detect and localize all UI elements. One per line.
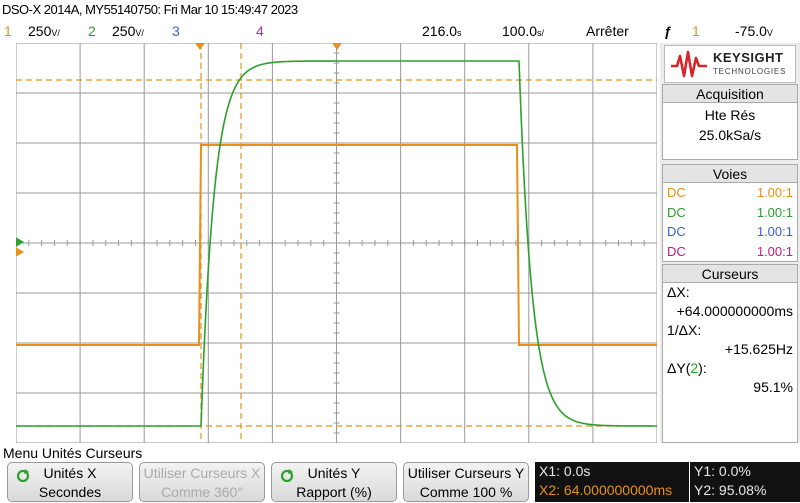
x-cursor-readout: X1: 0.0s X2: 64.000000000ms <box>535 462 689 502</box>
delta-x-label: ΔX: <box>667 284 690 300</box>
timebase-position-value: 216.0 <box>422 23 458 39</box>
y2-readout: Y2: 95.08% <box>694 482 767 498</box>
ch2-scale[interactable]: 250V/ <box>112 20 144 44</box>
delta-y-value: 95.1% <box>753 379 793 395</box>
timebase-position[interactable]: 216.0s <box>422 20 462 44</box>
run-state[interactable]: Arrêter <box>586 23 629 39</box>
channel-probe-ratio: 1.00:1 <box>756 224 793 239</box>
graticule-grid <box>16 43 657 443</box>
timebase-scale[interactable]: 100.0s/ <box>502 20 544 44</box>
channel-row-1[interactable]: DC 1.00:1 <box>663 183 797 203</box>
cursors-heading: Curseurs <box>663 265 797 283</box>
x-units-softkey[interactable]: Unités X Secondes <box>7 462 133 502</box>
use-cursors-y-label: Utiliser Curseurs Y <box>407 465 525 481</box>
channel-probe-ratio: 1.00:1 <box>756 185 793 200</box>
timebase-scale-value: 100.0 <box>502 23 538 39</box>
y-units-value: Rapport (%) <box>296 484 372 500</box>
delta-y-label: ΔY(2): <box>663 359 797 378</box>
channel-probe-ratio: 1.00:1 <box>756 243 793 259</box>
x2-readout: X2: 64.000000000ms <box>539 482 673 498</box>
channel-row-3[interactable]: DC 1.00:1 <box>663 222 797 242</box>
ch1-indicator[interactable]: 1 <box>4 23 12 39</box>
delta-y-suffix: ): <box>698 360 707 376</box>
ch4-indicator[interactable]: 4 <box>256 23 264 39</box>
channel-coupling: DC <box>667 224 686 239</box>
ground-marker <box>16 237 24 257</box>
trigger-edge-icon: ƒ <box>664 23 672 39</box>
channel-row-2[interactable]: DC 1.00:1 <box>663 203 797 223</box>
y-units-softkey[interactable]: Unités Y Rapport (%) <box>271 462 397 502</box>
use-cursors-x-value: Comme 360° <box>161 484 243 500</box>
softkey-menu-title: Menu Unités Curseurs <box>3 445 143 461</box>
use-cursors-x-label: Utiliser Curseurs X <box>143 465 261 481</box>
side-panel: KEYSIGHT TECHNOLOGIES Acquisition Hte Ré… <box>660 43 800 443</box>
seconds-per-div-icon: s/ <box>537 28 545 38</box>
ch1-scale[interactable]: 250V/ <box>28 20 60 44</box>
x-units-value: Secondes <box>38 484 102 500</box>
volts-per-div-icon: V/ <box>51 28 60 38</box>
channels-heading: Voies <box>663 165 797 183</box>
brand-name: KEYSIGHT <box>713 50 784 65</box>
waveform-graticule <box>16 43 657 443</box>
channel-list: DC 1.00:1 DC 1.00:1 DC 1.00:1 DC 1.00:1 <box>663 183 797 261</box>
y-units-label: Unités Y <box>307 465 361 481</box>
seconds-unit-icon: s <box>457 28 462 38</box>
ch3-indicator[interactable]: 3 <box>172 23 180 39</box>
ch1-trace <box>16 144 657 346</box>
channels-panel[interactable]: Voies DC 1.00:1 DC 1.00:1 DC 1.00:1 DC 1.00:1 <box>662 164 798 262</box>
brand-sub: TECHNOLOGIES <box>713 67 787 76</box>
x1-readout: X1: 0.0s <box>539 463 591 479</box>
volts-unit-icon: V <box>766 28 773 38</box>
acquisition-rate: 25.0kSa/s <box>698 127 762 143</box>
acquisition-heading: Acquisition <box>663 85 797 103</box>
cycle-icon <box>16 469 30 483</box>
use-cursors-y-value: Comme 100 % <box>419 484 513 500</box>
window-title: DSO-X 2014A, MY55140750: Fri Mar 10 15:4… <box>2 2 298 17</box>
waveform-display[interactable] <box>16 43 657 443</box>
y-cursor-readout: Y1: 0.0% Y2: 95.08% <box>690 462 800 502</box>
trigger-level[interactable]: -75.0V <box>735 20 773 44</box>
status-bar: 1 250V/ 2 250V/ 3 4 216.0s 100.0s/ Arrêt… <box>0 20 800 42</box>
delta-y-channel: 2 <box>690 360 699 376</box>
cursors-panel[interactable]: Curseurs ΔX: +64.000000000ms 1/ΔX: +15.6… <box>662 264 798 443</box>
inverse-delta-x-value: +15.625Hz <box>724 341 793 357</box>
volts-per-div-icon: V/ <box>135 28 144 38</box>
use-cursors-x-softkey[interactable]: Utiliser Curseurs X Comme 360° <box>139 462 265 502</box>
channel-row-4[interactable]: DC 1.00:1 <box>663 242 797 262</box>
ch2-scale-value: 250 <box>112 23 136 39</box>
delta-y-prefix: ΔY( <box>667 360 691 376</box>
time-reference-marker <box>332 43 342 50</box>
y1-readout: Y1: 0.0% <box>694 463 751 479</box>
channel-coupling: DC <box>667 204 686 220</box>
x-units-label: Unités X <box>43 465 97 481</box>
ch2-indicator[interactable]: 2 <box>88 23 96 39</box>
use-cursors-y-softkey[interactable]: Utiliser Curseurs Y Comme 100 % <box>403 462 529 502</box>
trigger-position-marker <box>195 43 205 50</box>
delta-x-value: +64.000000000ms <box>676 303 793 319</box>
channel-probe-ratio: 1.00:1 <box>756 204 793 220</box>
keysight-wave-icon <box>671 50 707 78</box>
trigger-level-value: -75.0 <box>735 23 767 39</box>
keysight-logo: KEYSIGHT TECHNOLOGIES <box>664 45 796 83</box>
acquisition-mode: Hte Rés <box>704 107 756 123</box>
cycle-icon <box>280 469 294 483</box>
inverse-delta-x-label: 1/ΔX: <box>667 322 702 338</box>
channel-coupling: DC <box>667 243 686 259</box>
ch2-trace <box>16 60 657 427</box>
acquisition-panel[interactable]: Acquisition Hte Rés 25.0kSa/s <box>662 84 798 160</box>
ch1-scale-value: 250 <box>28 23 52 39</box>
channel-coupling: DC <box>667 185 686 200</box>
trigger-channel[interactable]: 1 <box>692 23 700 39</box>
